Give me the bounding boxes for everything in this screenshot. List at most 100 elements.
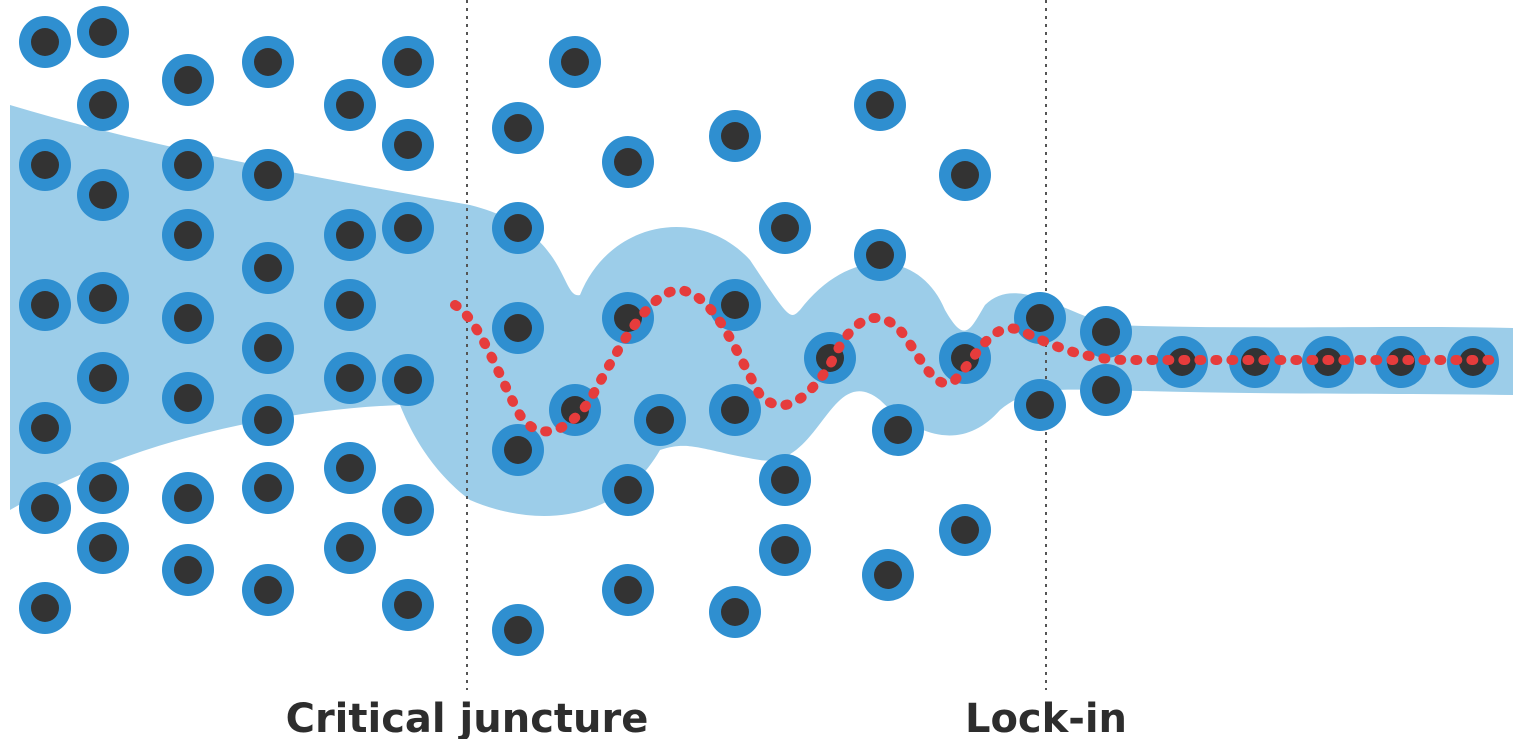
option-node [77, 79, 129, 131]
option-node [242, 149, 294, 201]
option-node [324, 279, 376, 331]
node-core [174, 556, 202, 584]
option-node [492, 604, 544, 656]
option-node [872, 404, 924, 456]
option-node [634, 394, 686, 446]
option-node [602, 564, 654, 616]
node-core [614, 148, 642, 176]
node-core [336, 291, 364, 319]
node-core [1026, 304, 1054, 332]
option-node [162, 292, 214, 344]
node-core [771, 536, 799, 564]
option-node [382, 119, 434, 171]
node-core [254, 161, 282, 189]
node-core [174, 484, 202, 512]
node-core [614, 576, 642, 604]
option-node [77, 6, 129, 58]
option-node [759, 454, 811, 506]
option-node [162, 54, 214, 106]
node-core [89, 181, 117, 209]
option-node [19, 279, 71, 331]
node-core [721, 598, 749, 626]
option-node [492, 202, 544, 254]
option-node [242, 242, 294, 294]
option-node [854, 79, 906, 131]
node-core [31, 494, 59, 522]
option-node [492, 302, 544, 354]
option-node [324, 522, 376, 574]
option-node [19, 482, 71, 534]
node-core [866, 241, 894, 269]
option-node [602, 136, 654, 188]
option-node [1014, 379, 1066, 431]
node-core [771, 214, 799, 242]
option-node [19, 139, 71, 191]
option-node [759, 202, 811, 254]
option-node [324, 352, 376, 404]
node-core [31, 414, 59, 442]
option-node [77, 272, 129, 324]
option-node [1014, 292, 1066, 344]
node-core [89, 284, 117, 312]
option-node [77, 352, 129, 404]
node-core [174, 304, 202, 332]
option-node [77, 462, 129, 514]
possibility-band [10, 105, 1513, 516]
node-core [254, 576, 282, 604]
option-node [382, 354, 434, 406]
option-node [162, 139, 214, 191]
lock-in-label: Lock-in [965, 696, 1127, 739]
option-node [549, 36, 601, 88]
option-node [382, 579, 434, 631]
option-node [382, 202, 434, 254]
node-core [254, 334, 282, 362]
node-core [504, 214, 532, 242]
option-node [1080, 306, 1132, 358]
option-node [162, 372, 214, 424]
option-node [242, 564, 294, 616]
node-core [336, 91, 364, 119]
option-node [242, 394, 294, 446]
node-core [721, 396, 749, 424]
option-node [854, 229, 906, 281]
option-node [862, 549, 914, 601]
historical-path [450, 284, 1505, 437]
node-core [89, 364, 117, 392]
option-node [492, 424, 544, 476]
option-node [162, 209, 214, 261]
node-core [721, 122, 749, 150]
node-core [31, 291, 59, 319]
option-node [709, 586, 761, 638]
node-core [254, 254, 282, 282]
option-node [759, 524, 811, 576]
critical-juncture-label: Critical juncture [286, 696, 649, 739]
node-core [951, 516, 979, 544]
option-node [77, 169, 129, 221]
node-core [504, 436, 532, 464]
node-core [174, 384, 202, 412]
option-node [242, 462, 294, 514]
node-core [1092, 376, 1120, 404]
option-node [709, 384, 761, 436]
node-core [336, 534, 364, 562]
node-core [561, 48, 589, 76]
node-core [336, 221, 364, 249]
option-node [242, 322, 294, 374]
option-node [77, 522, 129, 574]
option-node [939, 504, 991, 556]
option-node [1080, 364, 1132, 416]
node-core [254, 474, 282, 502]
node-core [504, 314, 532, 342]
node-core [31, 28, 59, 56]
node-core [1092, 318, 1120, 346]
option-node [162, 544, 214, 596]
node-core [89, 534, 117, 562]
node-core [336, 364, 364, 392]
node-core [31, 151, 59, 179]
node-core [874, 561, 902, 589]
node-core [174, 66, 202, 94]
node-core [614, 476, 642, 504]
node-core [771, 466, 799, 494]
option-node [324, 209, 376, 261]
option-node [324, 79, 376, 131]
